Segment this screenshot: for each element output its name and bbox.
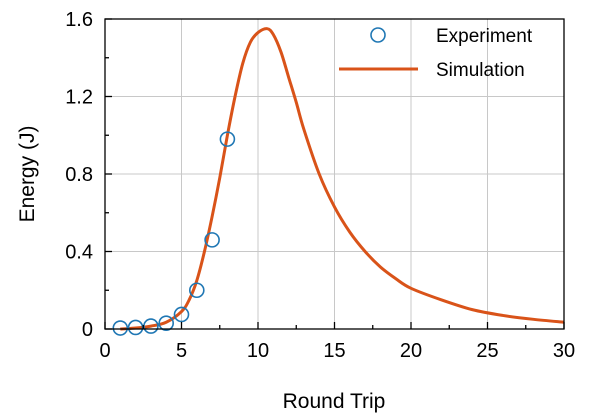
x-tick-label: 15 <box>323 340 345 362</box>
experiment-point <box>158 315 174 331</box>
x-tick-label: 30 <box>553 340 575 362</box>
experiment-point <box>112 320 129 336</box>
y-tick-label: 0.4 <box>65 242 93 264</box>
plot-area <box>112 27 565 336</box>
y-tick-label: 1.2 <box>65 87 93 109</box>
y-tick-label: 0 <box>82 319 93 341</box>
experiment-point <box>173 306 190 323</box>
tick-labels: 0 5 10 15 20 25 30 0 0.4 0.8 1.2 1.6 <box>65 9 575 362</box>
y-axis-title: Energy (J) <box>16 126 39 223</box>
x-tick-label: 0 <box>99 340 110 362</box>
experiment-point <box>204 232 220 248</box>
x-tick-label: 5 <box>176 340 187 362</box>
axis-ticks <box>104 18 565 330</box>
legend-simulation-label: Simulation <box>436 60 525 81</box>
legend: Experiment Simulation <box>339 26 533 81</box>
legend-experiment-label: Experiment <box>436 26 533 47</box>
x-axis-title: Round Trip <box>283 390 386 413</box>
x-tick-label: 25 <box>476 340 498 362</box>
y-tick-label: 1.6 <box>65 9 93 31</box>
x-tick-label: 10 <box>247 340 269 362</box>
x-tick-label: 20 <box>400 340 422 362</box>
experiment-point <box>189 282 205 299</box>
y-tick-label: 0.8 <box>65 164 93 186</box>
experiment-point <box>219 131 236 147</box>
legend-experiment-marker <box>370 27 386 43</box>
